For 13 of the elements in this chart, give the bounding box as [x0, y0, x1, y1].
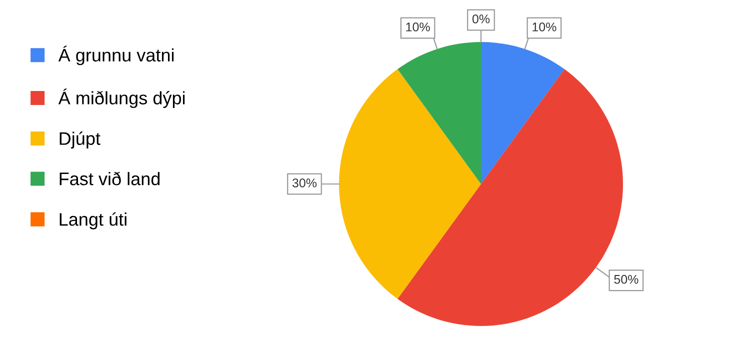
legend-label: Langt úti: [60, 212, 126, 230]
pie-slice: [398, 42, 481, 184]
pie-slice: [339, 69, 481, 299]
data-label: 10%: [532, 22, 556, 32]
legend-label: Djúpt: [60, 132, 100, 149]
data-label: 10%: [406, 22, 430, 32]
legend-label: Fast við land: [60, 172, 160, 186]
text: 0%: [472, 14, 490, 24]
pie-slice: [481, 42, 564, 184]
data-label: 30%: [292, 178, 317, 188]
legend-label: Á miðlungs dýpi: [58, 88, 185, 108]
legend-label: Á grunnu vatni: [58, 46, 174, 66]
data-label: 50%: [614, 274, 638, 284]
